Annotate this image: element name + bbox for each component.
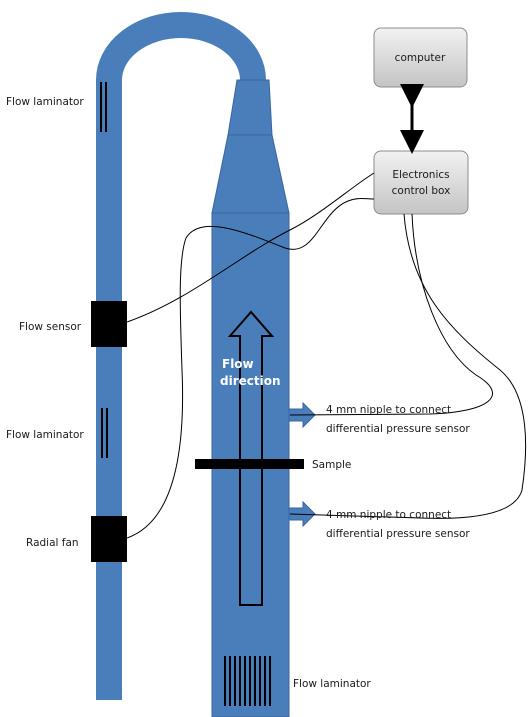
label-nipple-2b: differential pressure sensor	[326, 528, 470, 540]
wire-nipple-top	[289, 213, 494, 416]
label-sample: Sample	[312, 459, 351, 471]
label-nipple-1b: differential pressure sensor	[326, 423, 470, 435]
flow-laminator-bottom	[224, 656, 271, 706]
control-box-label-1: Electronics	[392, 169, 449, 181]
label-flow-laminator-top: Flow laminator	[6, 96, 84, 108]
label-nipple-2a: 4 mm nipple to connect	[326, 509, 451, 521]
nozzle-top	[227, 79, 273, 136]
sample-bar	[195, 459, 304, 469]
label-nipple-1a: 4 mm nipple to connect	[326, 404, 451, 416]
control-box-label-2: control box	[392, 185, 451, 197]
control-box	[373, 150, 469, 215]
label-flow-laminator-mid: Flow laminator	[6, 429, 84, 441]
label-flow-sensor: Flow sensor	[19, 321, 82, 333]
computer-label: computer	[395, 52, 446, 64]
radial-fan-block	[91, 516, 127, 562]
wire-flow-sensor	[126, 172, 375, 323]
flow-laminator-top	[100, 82, 107, 132]
flow-sensor-block	[91, 301, 127, 347]
flow-direction-label-1: Flow	[222, 357, 254, 371]
return-duct	[96, 12, 266, 700]
wire-nipple-bottom	[289, 213, 527, 519]
label-radial-fan: Radial fan	[26, 537, 79, 549]
diffuser-cone	[211, 134, 290, 214]
flow-laminator-mid	[101, 408, 108, 458]
wires	[126, 172, 527, 539]
flow-direction-arrow	[227, 310, 275, 606]
label-flow-laminator-bottom: Flow laminator	[293, 678, 371, 690]
flow-direction-label-2: direction	[220, 374, 281, 388]
wire-radial-fan	[126, 198, 375, 539]
